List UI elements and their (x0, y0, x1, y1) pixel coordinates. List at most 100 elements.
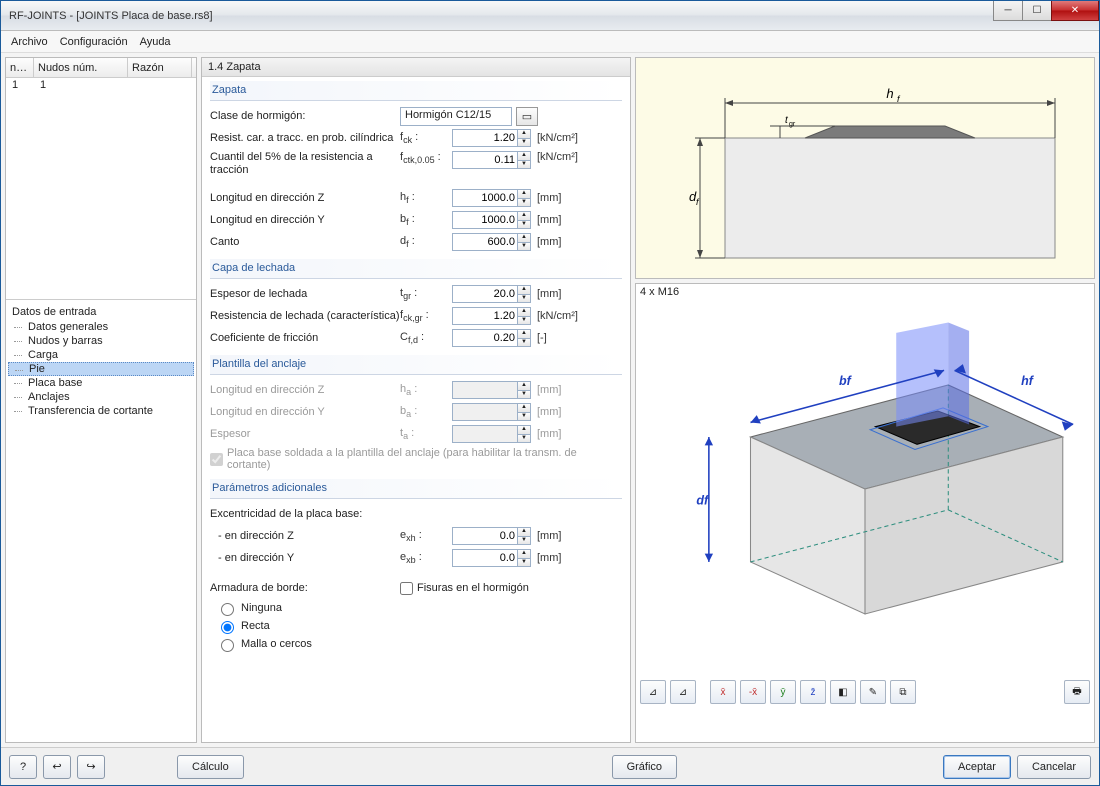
help-button[interactable]: ? (9, 755, 37, 779)
z-axis-icon: z̄ (811, 687, 816, 698)
spinner[interactable]: ▲▼ (517, 129, 531, 147)
nav-item-datos-generales[interactable]: Datos generales (8, 320, 194, 334)
cancelar-button[interactable]: Cancelar (1017, 755, 1091, 779)
calculo-button[interactable]: Cálculo (177, 755, 244, 779)
nav-item-placa-base[interactable]: Placa base (8, 376, 194, 390)
window-title: RF-JOINTS - [JOINTS Placa de base.rs8] (9, 10, 213, 22)
col-n-header[interactable]: n… (6, 58, 34, 77)
axis-icon: ⊿ (649, 687, 657, 698)
view-copy-btn[interactable]: ⧉ (890, 680, 916, 704)
nav-prev-button[interactable]: ↩ (43, 755, 71, 779)
grafico-button[interactable]: Gráfico (612, 755, 677, 779)
app-window: RF-JOINTS - [JOINTS Placa de base.rs8] ─… (0, 0, 1100, 786)
radio-malla[interactable]: Malla o cercos (210, 635, 622, 653)
preview-pane: h f t gr d f 4 x M16 (635, 57, 1095, 743)
print-btn[interactable]: 🖶 (1064, 680, 1090, 704)
window-controls: ─ ☐ ✕ (994, 1, 1099, 21)
menu-file[interactable]: Archivo (11, 36, 48, 48)
preview-3d-svg: df bf hf (636, 284, 1094, 673)
nav-title: Datos de entrada (8, 304, 194, 320)
group-plantilla: Plantilla del anclaje Longitud en direcc… (210, 355, 622, 473)
form-pane: 1.4 Zapata Zapata Clase de hormigón: Hor… (201, 57, 631, 743)
ta-input (452, 425, 518, 443)
view-btn-1[interactable]: ⊿ (640, 680, 666, 704)
group-lechada: Capa de lechada Espesor de lechada tgr :… (210, 259, 622, 349)
group-title-params: Parámetros adicionales (210, 479, 622, 499)
plantilla-checkbox (210, 453, 223, 466)
grid-header: n… Nudos núm. Razón (6, 58, 196, 78)
fisuras-checkbox[interactable]: Fisuras en el hormigón (400, 580, 529, 597)
minimize-button[interactable]: ─ (993, 1, 1023, 21)
left-pane: n… Nudos núm. Razón 1 1 Datos de entrada… (5, 57, 197, 743)
radio-ninguna[interactable]: Ninguna (210, 599, 622, 617)
nav-item-carga[interactable]: Carga (8, 348, 194, 362)
titlebar: RF-JOINTS - [JOINTS Placa de base.rs8] ─… (1, 1, 1099, 31)
menubar: Archivo Configuración Ayuda (1, 31, 1099, 53)
help-icon: ? (20, 761, 26, 773)
x-axis-icon: x̄ (721, 687, 726, 698)
concrete-class-combo[interactable]: Hormigón C12/15 (400, 107, 512, 126)
nav-item-nudos-barras[interactable]: Nudos y barras (8, 334, 194, 348)
svg-text:bf: bf (839, 374, 853, 388)
preview-3d: 4 x M16 (635, 283, 1095, 743)
view-y-btn[interactable]: ȳ (770, 680, 796, 704)
group-zapata: Zapata Clase de hormigón: Hormigón C12/1… (210, 81, 622, 253)
svg-text:gr: gr (789, 121, 796, 128)
group-title-plantilla: Plantilla del anclaje (210, 355, 622, 375)
fctk-input[interactable] (452, 151, 518, 169)
fckgr-input[interactable] (452, 307, 518, 325)
close-button[interactable]: ✕ (1051, 1, 1099, 21)
ha-input (452, 381, 518, 399)
col-razon-header[interactable]: Razón (128, 58, 192, 77)
view-btn-2[interactable]: ⊿ (670, 680, 696, 704)
preview-2d: h f t gr d f (635, 57, 1095, 279)
nav-item-transferencia[interactable]: Transferencia de cortante (8, 404, 194, 418)
view-xn-btn[interactable]: -x̄ (740, 680, 766, 704)
nav-item-pie[interactable]: Pie (8, 362, 194, 376)
cfd-input[interactable] (452, 329, 518, 347)
svg-text:h: h (886, 86, 893, 101)
menu-help[interactable]: Ayuda (140, 36, 171, 48)
tgr-input[interactable] (452, 285, 518, 303)
view-tool-btn[interactable]: ✎ (860, 680, 886, 704)
view-iso-btn[interactable]: ◧ (830, 680, 856, 704)
arrow-right-icon: ↪ (86, 760, 95, 773)
ba-input (452, 403, 518, 421)
hf-input[interactable] (452, 189, 518, 207)
df-input[interactable] (452, 233, 518, 251)
table-row[interactable]: 1 1 (6, 78, 196, 96)
content: n… Nudos núm. Razón 1 1 Datos de entrada… (1, 53, 1099, 747)
svg-text:hf: hf (1021, 374, 1035, 388)
library-button[interactable]: ▭ (516, 107, 538, 126)
axis-icon: ⊿ (679, 687, 687, 698)
group-title-lechada: Capa de lechada (210, 259, 622, 279)
radio-recta[interactable]: Recta (210, 617, 622, 635)
svg-text:f: f (696, 197, 700, 207)
tool-icon: ✎ (869, 687, 877, 698)
group-title-zapata: Zapata (210, 81, 622, 101)
copy-icon: ⧉ (899, 687, 906, 698)
view-x-btn[interactable]: x̄ (710, 680, 736, 704)
y-axis-icon: ȳ (781, 687, 786, 698)
nav-tree: Datos de entrada Datos generales Nudos y… (6, 299, 196, 742)
menu-config[interactable]: Configuración (60, 36, 128, 48)
cube-icon: ◧ (838, 687, 847, 698)
preview-3d-label: 4 x M16 (640, 286, 679, 298)
printer-icon: 🖶 (1072, 684, 1081, 701)
preview-toolbar: ⊿ ⊿ x̄ -x̄ ȳ z̄ ◧ ✎ ⧉ 🖶 (636, 676, 1094, 708)
x-axis-icon: -x̄ (749, 687, 757, 698)
nav-item-anclajes[interactable]: Anclajes (8, 390, 194, 404)
aceptar-button[interactable]: Aceptar (943, 755, 1011, 779)
nav-next-button[interactable]: ↪ (77, 755, 105, 779)
exb-input[interactable] (452, 549, 518, 567)
exh-input[interactable] (452, 527, 518, 545)
section-header: 1.4 Zapata (202, 58, 630, 77)
arrow-left-icon: ↩ (52, 760, 61, 773)
bf-input[interactable] (452, 211, 518, 229)
svg-text:df: df (696, 494, 710, 508)
book-icon: ▭ (522, 110, 532, 123)
maximize-button[interactable]: ☐ (1022, 1, 1052, 21)
col-nudos-header[interactable]: Nudos núm. (34, 58, 128, 77)
view-z-btn[interactable]: z̄ (800, 680, 826, 704)
fck-input[interactable] (452, 129, 518, 147)
